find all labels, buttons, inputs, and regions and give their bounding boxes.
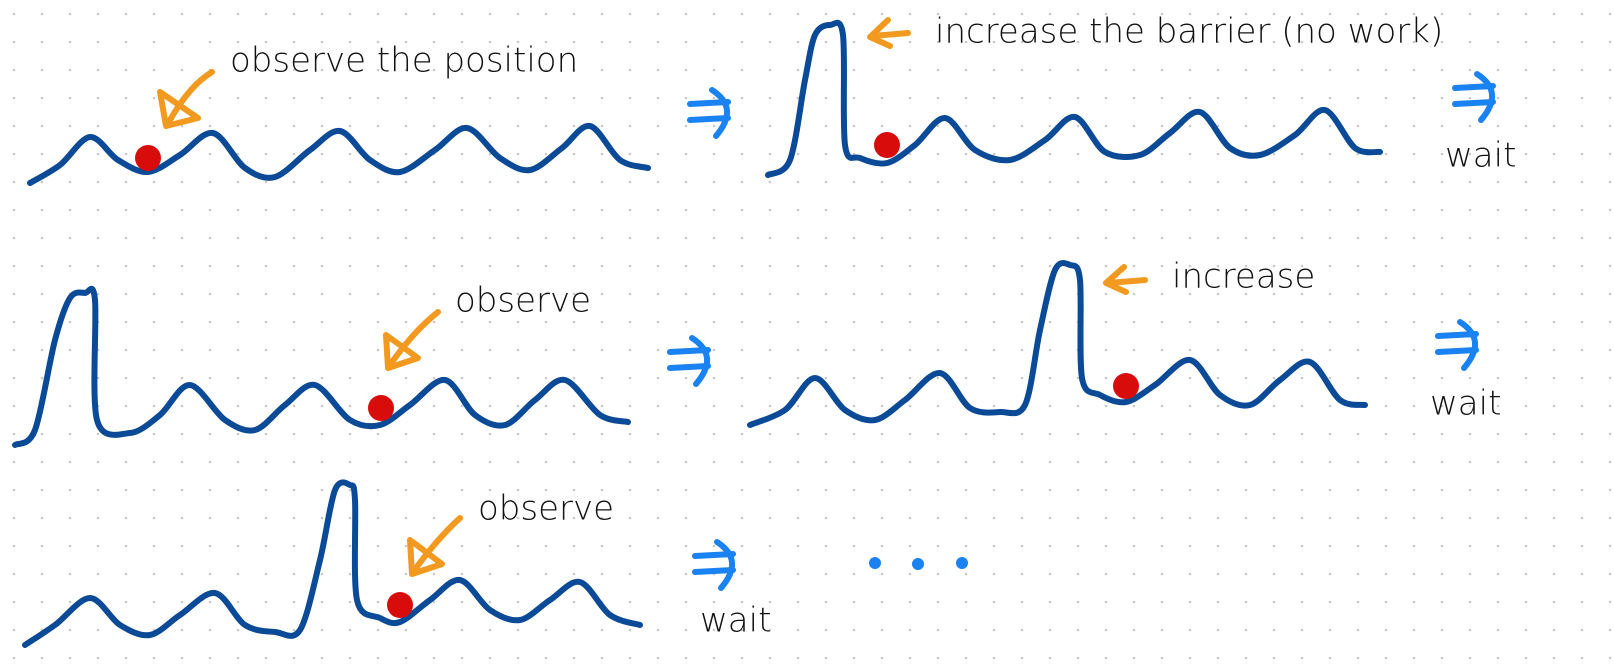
- step-label: wait: [1430, 384, 1501, 424]
- annotation: observe: [455, 281, 591, 321]
- annotation: observe: [478, 489, 614, 529]
- ellipsis-dot: [912, 558, 924, 570]
- ball: [874, 132, 900, 158]
- dot-grid: [0, 0, 1614, 669]
- diagram: observe the position increase the barrie…: [0, 0, 1614, 669]
- annotation: observe the position: [230, 41, 578, 81]
- ball: [1113, 373, 1139, 399]
- ball: [368, 395, 394, 421]
- ellipsis-dot: [956, 557, 968, 569]
- annotation: increase: [1172, 257, 1315, 297]
- step-label: wait: [700, 601, 771, 641]
- annotation: increase the barrier (no work): [935, 12, 1443, 52]
- ellipsis-dot: [869, 557, 881, 569]
- ball: [135, 145, 161, 171]
- ball: [387, 592, 413, 618]
- step-label: wait: [1445, 136, 1516, 176]
